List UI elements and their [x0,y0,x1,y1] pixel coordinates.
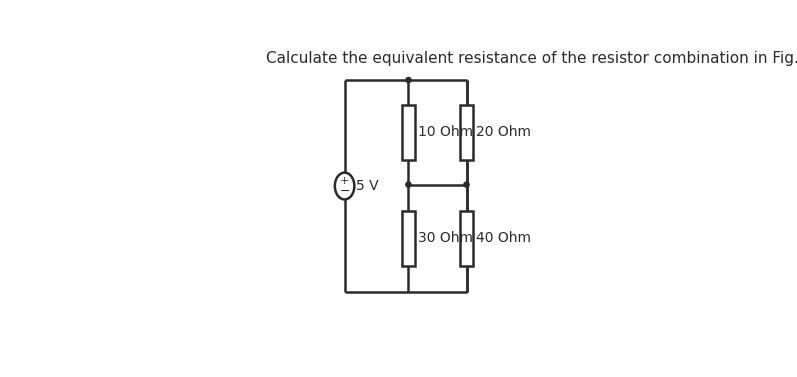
Bar [460,105,473,160]
Circle shape [464,182,469,187]
Text: 20 Ohm: 20 Ohm [476,125,531,139]
Text: 5 V: 5 V [355,179,379,193]
Text: +: + [340,176,349,185]
Circle shape [406,182,411,187]
Text: 30 Ohm: 30 Ohm [418,231,473,245]
Bar [460,211,473,266]
Circle shape [406,77,411,83]
Bar [402,105,415,160]
Text: 10 Ohm: 10 Ohm [418,125,473,139]
Text: 40 Ohm: 40 Ohm [476,231,531,245]
Text: −: − [340,185,350,198]
Text: Calculate the equivalent resistance of the resistor combination in Fig.Q2.: Calculate the equivalent resistance of t… [266,51,797,66]
Bar [402,211,415,266]
